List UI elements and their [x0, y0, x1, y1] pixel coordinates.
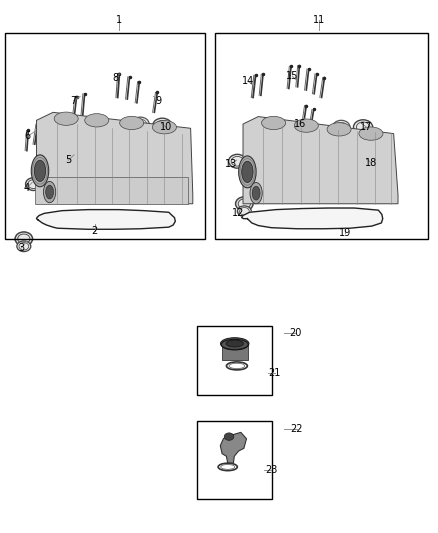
Text: 12: 12	[232, 208, 244, 219]
Ellipse shape	[236, 197, 253, 211]
Bar	[215, 33, 427, 239]
Text: 14: 14	[242, 77, 254, 86]
Ellipse shape	[353, 120, 373, 135]
Text: 13: 13	[225, 159, 237, 169]
Ellipse shape	[25, 177, 41, 190]
Text: 11: 11	[313, 15, 325, 26]
Ellipse shape	[250, 182, 262, 204]
Bar	[197, 326, 272, 395]
Text: 7: 7	[71, 95, 77, 106]
Text: 18: 18	[365, 158, 377, 168]
Bar	[222, 344, 248, 360]
Ellipse shape	[34, 160, 46, 181]
Polygon shape	[243, 117, 398, 204]
Ellipse shape	[152, 120, 177, 134]
Ellipse shape	[120, 116, 144, 130]
Polygon shape	[36, 112, 193, 204]
Text: 2: 2	[92, 226, 98, 236]
Text: 8: 8	[112, 73, 118, 83]
Ellipse shape	[220, 338, 249, 350]
Polygon shape	[36, 209, 175, 229]
Ellipse shape	[54, 112, 78, 125]
Ellipse shape	[237, 206, 251, 216]
Ellipse shape	[294, 119, 318, 132]
Text: 17: 17	[360, 122, 373, 132]
Text: 20: 20	[289, 328, 302, 338]
Ellipse shape	[242, 161, 253, 182]
Polygon shape	[35, 177, 188, 204]
Polygon shape	[220, 432, 247, 463]
Text: 3: 3	[18, 243, 24, 253]
Ellipse shape	[224, 433, 234, 440]
Text: 10: 10	[159, 122, 172, 132]
Polygon shape	[242, 208, 383, 229]
Ellipse shape	[132, 117, 149, 131]
Ellipse shape	[332, 120, 350, 134]
Ellipse shape	[261, 116, 286, 130]
Ellipse shape	[252, 186, 260, 200]
Ellipse shape	[229, 155, 246, 168]
Ellipse shape	[364, 149, 381, 163]
Text: 22: 22	[290, 424, 303, 434]
Text: 21: 21	[268, 368, 281, 378]
Ellipse shape	[43, 181, 56, 203]
Text: 15: 15	[286, 71, 299, 81]
Bar	[197, 421, 272, 499]
Text: 1: 1	[116, 15, 122, 26]
Ellipse shape	[239, 156, 256, 188]
Text: 16: 16	[293, 119, 306, 129]
Ellipse shape	[152, 118, 172, 133]
Text: 23: 23	[265, 465, 278, 474]
Bar	[5, 33, 205, 239]
Ellipse shape	[85, 114, 109, 127]
Ellipse shape	[226, 340, 244, 347]
Ellipse shape	[65, 151, 83, 165]
Ellipse shape	[15, 232, 32, 246]
Ellipse shape	[46, 185, 53, 199]
Ellipse shape	[17, 241, 31, 252]
Ellipse shape	[359, 127, 383, 140]
Ellipse shape	[31, 155, 49, 187]
Text: 5: 5	[65, 155, 71, 165]
Ellipse shape	[327, 123, 351, 136]
Text: 19: 19	[339, 228, 351, 238]
Text: 9: 9	[155, 95, 162, 106]
Text: 4: 4	[24, 183, 30, 193]
Text: 6: 6	[25, 131, 31, 141]
